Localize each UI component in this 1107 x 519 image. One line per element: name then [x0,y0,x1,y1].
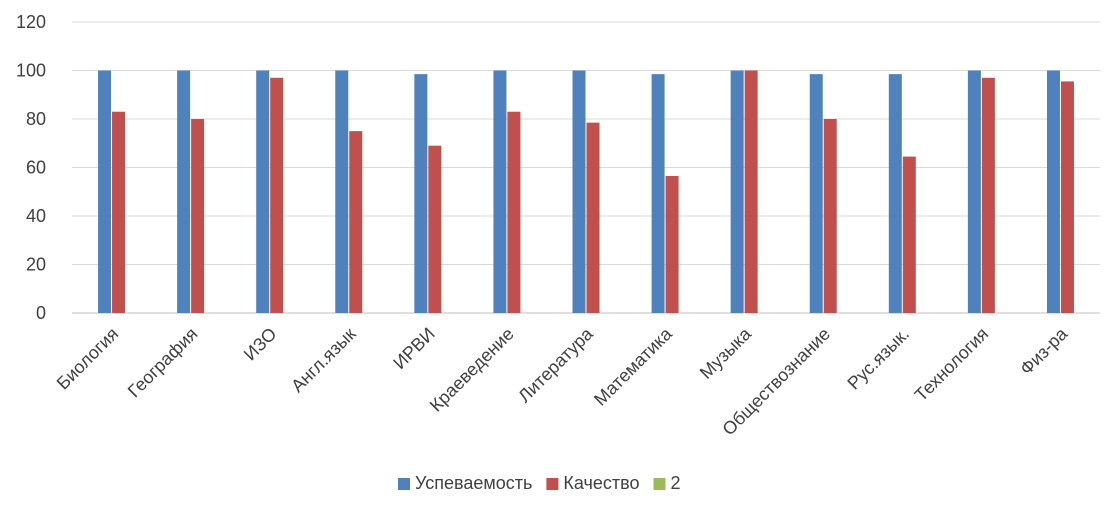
bar-uspevaemost [493,70,507,313]
legend-swatch [653,478,666,490]
x-tick-label: Музыка [696,323,756,383]
bar-uspevaemost [651,74,665,313]
bar-kachestvo [112,111,126,313]
legend-swatch [398,478,410,490]
legend-label: Успеваемость [415,473,532,493]
y-axis: 0 20 40 60 80 100 120 [16,12,46,323]
y-tick-label: 40 [26,206,46,226]
bar-kachestvo [744,70,758,313]
bar-uspevaemost [967,70,981,313]
bar-kachestvo [823,119,837,313]
x-axis: Биология География ИЗО Англ.язык ИРВИКраевед… [53,323,1072,439]
x-tick-label: ИЗО [240,324,281,365]
bar-uspevaemost [98,70,112,313]
x-tick-label: Литература [514,323,597,406]
bar-uspevaemost [809,74,823,313]
bars [98,70,1074,314]
legend-label: 2 [671,473,681,493]
gridlines [72,21,1100,314]
x-tick-label: Математика [590,323,677,410]
bar-kachestvo [586,122,600,313]
bar-uspevaemost [572,70,586,313]
x-tick-label: Краеведение [426,324,518,416]
bar-kachestvo [981,77,995,314]
bar-kachestvo [1060,81,1074,313]
y-tick-label: 100 [16,61,46,81]
bar-uspevaemost [730,70,744,313]
y-tick-label: 120 [16,12,46,32]
bar-uspevaemost [177,70,191,313]
x-tick-label: Рус.язык. [843,324,913,394]
bar-uspevaemost [256,70,270,313]
y-tick-label: 60 [26,158,46,178]
legend: Успеваемость Качество 2 [398,473,681,493]
x-tick-label: Технология [911,324,992,405]
bar-kachestvo [270,77,284,314]
x-tick-label: Биология [53,324,123,394]
bar-kachestvo [191,119,205,313]
legend-label: Качество [563,473,639,493]
bar-kachestvo [507,111,521,313]
bar-kachestvo [902,156,916,313]
y-tick-label: 80 [26,109,46,129]
x-tick-label: Англ.язык [287,324,360,397]
x-tick-label: География [124,324,202,402]
bar-uspevaemost [888,74,902,313]
x-tick-label: ИРВИ [389,324,438,373]
y-tick-label: 20 [26,255,46,275]
bar-kachestvo [428,145,442,313]
legend-swatch [546,478,559,490]
bar-uspevaemost [414,74,428,313]
bar-uspevaemost [335,70,349,313]
bar-kachestvo [349,131,363,313]
x-tick-label: Физ-ра [1016,323,1072,379]
bar-uspevaemost [1046,70,1060,313]
y-tick-label: 0 [36,303,46,323]
bar-kachestvo [665,175,679,313]
